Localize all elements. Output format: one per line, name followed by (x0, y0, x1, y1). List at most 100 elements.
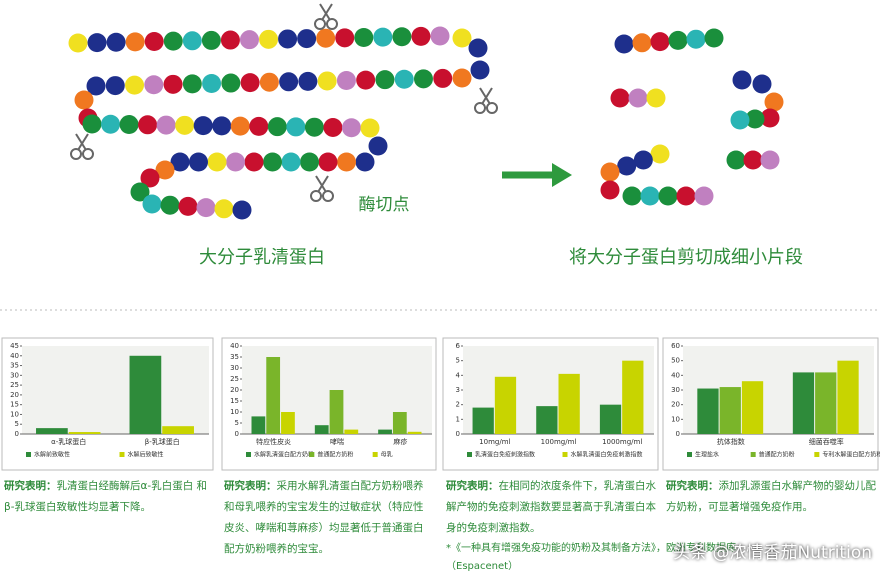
scissors (70, 148, 82, 160)
bead (125, 32, 145, 52)
bead (105, 76, 125, 96)
caption-label: 研究表明： (224, 480, 277, 492)
bead (278, 29, 298, 49)
legend-label: 水解乳清蛋白免疫刺激指数 (571, 451, 643, 459)
bead (316, 28, 336, 48)
bar (281, 412, 295, 434)
bead (430, 26, 450, 46)
bar (494, 376, 517, 434)
bead (87, 33, 107, 53)
bead (356, 70, 376, 90)
bead (263, 152, 282, 172)
legend-swatch (750, 452, 756, 457)
y-tick-label: 0 (456, 430, 460, 438)
bead (178, 196, 198, 216)
bead (140, 168, 160, 188)
plot-area (22, 346, 209, 434)
bead (156, 115, 176, 135)
bead (633, 150, 653, 170)
y-tick-label: 10 (671, 415, 680, 423)
bead (201, 30, 221, 50)
bead (212, 116, 232, 136)
bead (743, 150, 763, 170)
bead (286, 117, 306, 137)
y-tick-label: 25 (230, 375, 239, 383)
bead (632, 33, 652, 53)
bead (279, 72, 299, 92)
scissors (479, 87, 493, 105)
bead (658, 186, 678, 206)
y-tick-label: 2 (456, 401, 460, 409)
arrow-head (552, 163, 572, 187)
bar (392, 412, 407, 434)
scissors (486, 102, 498, 114)
bead (413, 69, 433, 89)
bar (407, 431, 422, 434)
bead (686, 29, 706, 49)
bead (628, 88, 648, 108)
bead (468, 38, 488, 58)
caption-label: 研究表明： (446, 480, 499, 492)
bead (355, 152, 375, 172)
bead (249, 116, 269, 136)
y-tick-label: 6 (456, 342, 461, 350)
bar (68, 432, 101, 434)
bead (433, 68, 453, 88)
y-tick-label: 3 (456, 386, 460, 394)
bead (193, 116, 213, 136)
bead (394, 69, 414, 89)
bead (760, 108, 780, 128)
x-tick-label: 特应性皮炎 (256, 437, 291, 446)
legend-swatch (309, 452, 315, 457)
bead (68, 33, 88, 53)
bead (341, 118, 361, 138)
bead (304, 117, 324, 137)
y-tick-label: 30 (230, 364, 239, 372)
bead (163, 74, 183, 94)
legend-swatch (246, 452, 251, 457)
bead (650, 144, 670, 164)
bead (650, 32, 670, 52)
caption: 研究表明：乳清蛋白经酶解后α-乳白蛋白 和β-乳球蛋白致敏性均显著下降。 (4, 476, 209, 518)
bead (764, 92, 784, 112)
bead (155, 160, 175, 180)
y-tick-label: 4 (456, 371, 461, 379)
bead (668, 30, 688, 50)
bead (354, 27, 374, 47)
bead (144, 32, 164, 52)
bead (259, 29, 279, 49)
bar (536, 406, 558, 434)
bead (240, 73, 260, 93)
bar (837, 360, 859, 434)
y-tick-label: 15 (230, 397, 239, 405)
footnote: *《一种具有增强免疫功能的奶粉及其制备方法》，欧洲专利数据库（Espacenet… (446, 543, 736, 572)
bead (189, 152, 208, 172)
bead (336, 71, 356, 91)
y-tick-label: 40 (671, 371, 680, 379)
legend-label: 水解乳清蛋白配方奶粉 (254, 451, 314, 459)
y-tick-label: 30 (10, 371, 19, 379)
bar (741, 381, 764, 434)
x-tick-label: β-乳球蛋白 (145, 437, 180, 446)
bead (142, 194, 162, 214)
bead (317, 71, 337, 91)
bead (182, 74, 202, 94)
caption-text: 在相同的浓度条件下，乳清蛋白水解产物的免疫刺激指数要显著高于乳清蛋白本身的免疫刺… (446, 480, 656, 534)
bead (267, 117, 287, 137)
y-tick-label: 10 (10, 410, 19, 418)
bead (138, 115, 158, 135)
bead (170, 152, 190, 172)
scissors (322, 190, 334, 202)
legend-swatch (562, 452, 568, 457)
legend-label: 水解前致敏性 (34, 451, 70, 459)
bead (745, 109, 765, 129)
bar (599, 404, 622, 434)
bar (815, 372, 837, 434)
y-tick-label: 10 (230, 408, 239, 416)
y-tick-label: 5 (235, 419, 239, 427)
y-tick-label: 5 (456, 357, 460, 365)
legend-label: 水解后致敏性 (128, 451, 164, 459)
bead (221, 73, 241, 93)
y-tick-label: 20 (671, 401, 680, 409)
legend-swatch (119, 452, 125, 457)
